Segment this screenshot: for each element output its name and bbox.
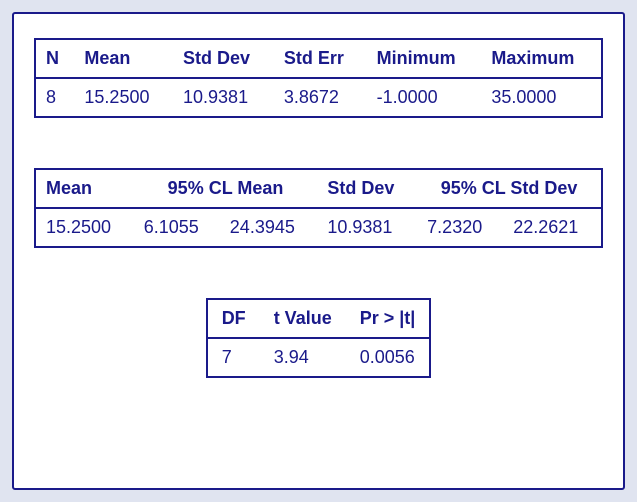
col-header-cl-mean: 95% CL Mean <box>134 169 318 208</box>
cell-maximum: 35.0000 <box>481 78 602 117</box>
cell-mean: 15.2500 <box>35 208 134 247</box>
cell-stddev: 10.9381 <box>173 78 274 117</box>
cell-pvalue: 0.0056 <box>346 338 431 377</box>
cell-cl-stddev-high: 22.2621 <box>503 208 602 247</box>
cell-stderr: 3.8672 <box>274 78 367 117</box>
col-header-cl-stddev: 95% CL Std Dev <box>417 169 602 208</box>
col-header-df: DF <box>207 299 260 338</box>
cell-cl-mean-high: 24.3945 <box>220 208 318 247</box>
table-header-row: DF t Value Pr > |t| <box>207 299 431 338</box>
summary-stats-table: N Mean Std Dev Std Err Minimum Maximum 8… <box>34 38 603 118</box>
cell-tvalue: 3.94 <box>260 338 346 377</box>
table-row: 8 15.2500 10.9381 3.8672 -1.0000 35.0000 <box>35 78 602 117</box>
col-header-minimum: Minimum <box>367 39 482 78</box>
cell-stddev: 10.9381 <box>317 208 417 247</box>
col-header-stddev: Std Dev <box>317 169 417 208</box>
col-header-pvalue: Pr > |t| <box>346 299 431 338</box>
cell-minimum: -1.0000 <box>367 78 482 117</box>
col-header-tvalue: t Value <box>260 299 346 338</box>
cell-n: 8 <box>35 78 74 117</box>
cell-cl-stddev-low: 7.2320 <box>417 208 503 247</box>
table-header-row: N Mean Std Dev Std Err Minimum Maximum <box>35 39 602 78</box>
confidence-limits-table: Mean 95% CL Mean Std Dev 95% CL Std Dev … <box>34 168 603 248</box>
cell-cl-mean-low: 6.1055 <box>134 208 220 247</box>
cell-df: 7 <box>207 338 260 377</box>
col-header-maximum: Maximum <box>481 39 602 78</box>
ttest-table: DF t Value Pr > |t| 7 3.94 0.0056 <box>206 298 432 378</box>
table-header-row: Mean 95% CL Mean Std Dev 95% CL Std Dev <box>35 169 602 208</box>
table-row: 15.2500 6.1055 24.3945 10.9381 7.2320 22… <box>35 208 602 247</box>
col-header-n: N <box>35 39 74 78</box>
stats-output-container: N Mean Std Dev Std Err Minimum Maximum 8… <box>12 12 625 490</box>
col-header-mean: Mean <box>74 39 173 78</box>
col-header-stderr: Std Err <box>274 39 367 78</box>
col-header-stddev: Std Dev <box>173 39 274 78</box>
col-header-mean: Mean <box>35 169 134 208</box>
cell-mean: 15.2500 <box>74 78 173 117</box>
table-row: 7 3.94 0.0056 <box>207 338 431 377</box>
